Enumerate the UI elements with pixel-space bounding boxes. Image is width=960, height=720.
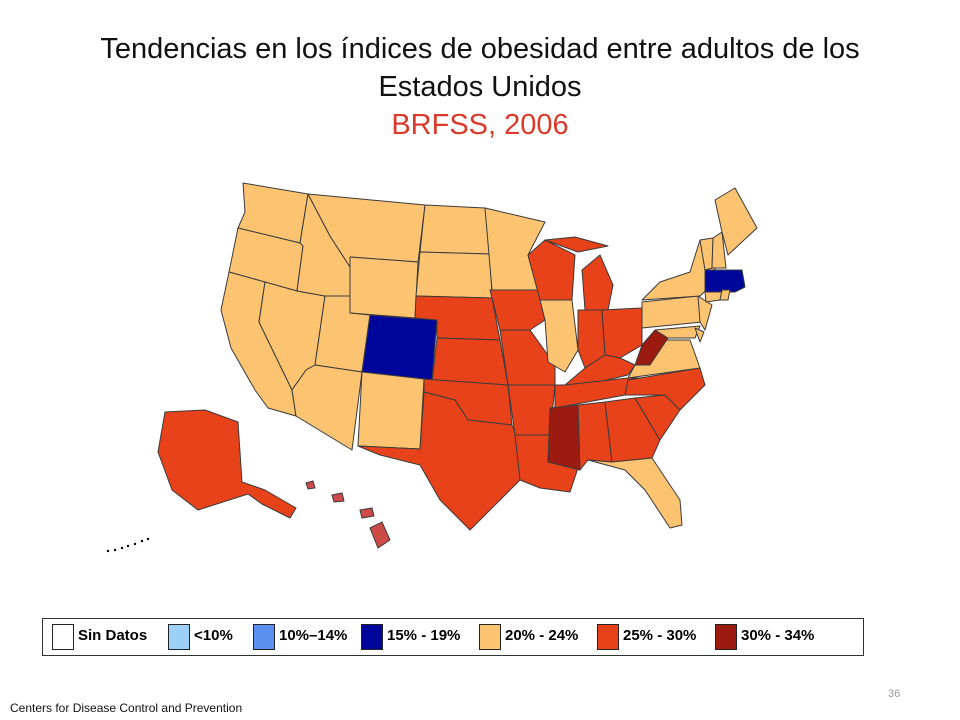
legend-swatch: [479, 624, 501, 650]
aleutian-islands: [106, 537, 150, 553]
legend-label: 25% - 30%: [623, 627, 697, 644]
legend-swatch: [168, 624, 190, 650]
legend-label: 10%–14%: [279, 627, 348, 644]
legend: Sin Datos <10% 10%–14% 15% - 19% 20% - 2…: [42, 618, 864, 656]
legend-swatch: [253, 624, 275, 650]
state-AR: [507, 384, 556, 436]
state-MD: [654, 325, 701, 339]
legend-label: 20% - 24%: [505, 627, 579, 644]
state-HI-oahu: [331, 492, 345, 503]
state-WV: [634, 329, 669, 366]
state-MO: [499, 329, 556, 386]
chart-title-line1: Tendencias en los índices de obesidad en…: [100, 33, 860, 65]
state-CT: [704, 291, 723, 303]
hawaii: [305, 480, 391, 549]
state-WI: [527, 239, 576, 301]
state-NM: [357, 371, 425, 450]
legend-swatch: [715, 624, 737, 650]
state-IL: [539, 299, 579, 373]
state-MS: [547, 404, 581, 471]
state-AZ: [291, 364, 363, 451]
legend-swatch: [361, 624, 383, 650]
state-MI-upper: [544, 236, 609, 253]
state-WY: [349, 256, 419, 319]
state-DE: [694, 327, 705, 343]
state-ME: [714, 187, 758, 256]
legend-label: <10%: [194, 627, 233, 644]
legend-swatch: [597, 624, 619, 650]
state-HI-big: [369, 521, 391, 549]
state-OH: [601, 307, 643, 359]
state-ND: [419, 204, 491, 255]
state-MA: [704, 269, 746, 293]
state-IA: [489, 289, 546, 331]
state-SD: [415, 251, 493, 299]
state-RI: [719, 289, 731, 301]
state-NH: [711, 231, 727, 269]
state-AK: [157, 409, 297, 519]
footer-source: Centers for Disease Control and Preventi…: [10, 701, 243, 715]
state-HI-kauai: [305, 480, 316, 490]
state-GA: [604, 397, 661, 463]
title-block: Tendencias en los índices de obesidad en…: [0, 30, 960, 144]
state-MI: [581, 254, 614, 311]
state-KS: [431, 337, 509, 386]
state-CO: [361, 314, 438, 381]
legend-swatch: [52, 624, 74, 650]
page-number: 36: [888, 688, 901, 700]
state-TX: [357, 391, 521, 531]
legend-label: Sin Datos: [78, 627, 148, 644]
chart-subtitle: BRFSS, 2006: [391, 109, 569, 141]
legend-label: 15% - 19%: [387, 627, 461, 644]
state-PA: [641, 295, 703, 329]
state-FL: [587, 457, 683, 529]
legend-label: 30% - 34%: [741, 627, 815, 644]
state-HI-maui: [359, 507, 375, 519]
chart-title-line2: Estados Unidos: [378, 71, 582, 103]
